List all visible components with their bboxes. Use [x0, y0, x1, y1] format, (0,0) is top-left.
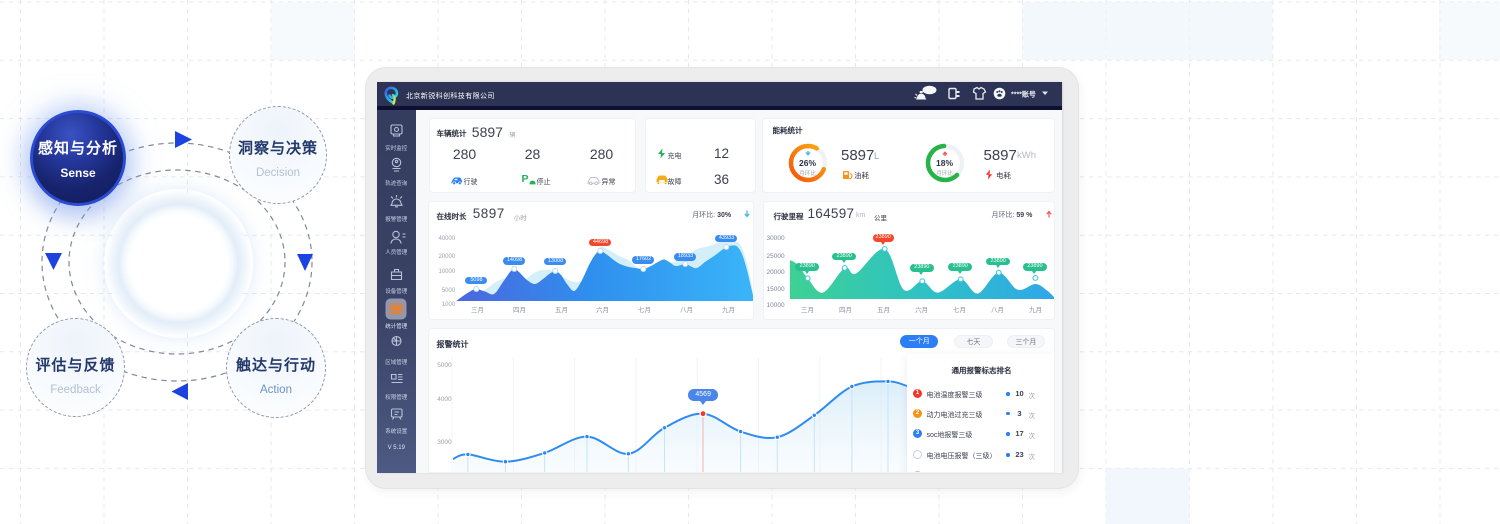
svg-text:****账号: ****账号 [1011, 90, 1036, 99]
